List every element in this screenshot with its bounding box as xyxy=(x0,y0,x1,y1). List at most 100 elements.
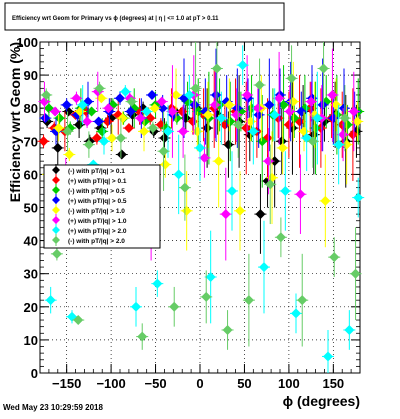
data-point xyxy=(117,113,128,124)
data-point xyxy=(181,205,192,216)
data-point xyxy=(51,248,62,259)
data-point xyxy=(38,136,49,147)
legend-label: (-) with pT/|q| > 0.5 xyxy=(68,188,125,195)
data-point xyxy=(320,195,331,206)
data-point xyxy=(255,209,266,220)
data-point xyxy=(259,262,269,273)
data-point xyxy=(297,295,308,306)
y-tick-label: 30 xyxy=(24,267,38,282)
data-point xyxy=(223,139,234,150)
data-point xyxy=(40,113,51,124)
data-point xyxy=(152,278,163,289)
legend-label: (-) with pT/|q| > 1.0 xyxy=(68,208,125,215)
data-point xyxy=(231,109,242,120)
legend-label: (-) with pT/|q| > 0.1 xyxy=(68,168,125,175)
data-point xyxy=(201,291,212,302)
data-point xyxy=(350,268,361,279)
data-point xyxy=(235,205,245,216)
data-point xyxy=(352,116,363,127)
data-point xyxy=(338,129,349,140)
data-point xyxy=(123,123,134,134)
data-point xyxy=(179,182,190,193)
data-point xyxy=(160,159,171,170)
data-point xyxy=(252,103,263,114)
y-tick-label: 10 xyxy=(24,333,38,348)
data-point xyxy=(333,139,344,150)
data-point xyxy=(339,113,350,124)
data-point xyxy=(158,146,169,157)
data-points xyxy=(37,42,365,373)
data-point xyxy=(94,83,105,94)
data-point xyxy=(82,116,93,127)
data-point xyxy=(291,308,301,319)
data-point xyxy=(99,136,109,147)
data-point xyxy=(318,63,329,74)
data-point xyxy=(295,189,306,200)
y-tick-label: 60 xyxy=(24,167,38,182)
legend-box xyxy=(43,164,161,249)
y-tick-label: 100 xyxy=(16,35,38,50)
data-point xyxy=(264,99,275,110)
data-point xyxy=(307,136,318,147)
data-point xyxy=(274,93,285,104)
data-point xyxy=(222,324,233,335)
y-tick-label: 90 xyxy=(24,68,38,83)
axis-ticks xyxy=(39,41,361,374)
data-point xyxy=(141,106,152,117)
data-point xyxy=(288,96,299,107)
data-point xyxy=(177,106,188,117)
data-point xyxy=(312,113,323,124)
data-point xyxy=(280,185,291,196)
data-point xyxy=(107,132,117,143)
data-point xyxy=(73,315,84,326)
data-point xyxy=(61,99,72,110)
y-tick-label: 50 xyxy=(24,201,38,216)
data-point xyxy=(275,232,286,243)
data-point xyxy=(171,89,181,100)
data-point xyxy=(64,149,75,160)
x-tick-labels: −150 −100 −50 0 50 100 150 xyxy=(52,376,344,391)
data-point xyxy=(269,109,280,120)
chart-title: Efficiency wrt Geom for Primary vs ϕ (de… xyxy=(12,16,219,22)
data-point xyxy=(52,142,63,153)
data-point xyxy=(147,123,158,134)
data-point xyxy=(86,106,97,117)
data-point xyxy=(96,93,107,104)
data-point xyxy=(242,89,253,100)
y-tick-label: 0 xyxy=(31,366,38,381)
data-point xyxy=(233,119,244,130)
data-point xyxy=(220,209,231,220)
y-tick-label: 40 xyxy=(24,234,38,249)
data-point xyxy=(202,123,213,134)
legend-label: (+) with pT/|q| > 1.0 xyxy=(68,218,127,225)
data-point xyxy=(131,301,141,312)
x-axis-label: ϕ (degrees) xyxy=(283,393,360,409)
legend-label: (+) with pT/|q| > 2.0 xyxy=(68,228,127,235)
data-point xyxy=(241,123,252,134)
data-point xyxy=(257,136,268,147)
data-point xyxy=(83,139,94,150)
data-point xyxy=(224,99,235,110)
x-tick-label: 100 xyxy=(278,376,300,391)
y-tick-label: 70 xyxy=(24,134,38,149)
data-point xyxy=(74,119,85,130)
data-point xyxy=(41,89,52,100)
data-point xyxy=(190,83,201,94)
data-point xyxy=(50,106,61,117)
data-point xyxy=(91,132,102,143)
data-point xyxy=(317,99,328,110)
data-point xyxy=(178,126,189,137)
data-point xyxy=(232,103,243,114)
data-point xyxy=(120,86,131,97)
data-point xyxy=(45,295,56,306)
data-point xyxy=(62,126,73,137)
data-point xyxy=(173,169,184,180)
data-point xyxy=(199,152,210,163)
timestamp: Wed May 23 10:29:59 2018 xyxy=(3,403,103,412)
data-point xyxy=(263,156,274,167)
data-point xyxy=(195,142,205,153)
y-tick-labels: 0 10 20 30 40 50 60 70 80 90 100 xyxy=(16,35,38,381)
data-point xyxy=(265,179,276,190)
data-point xyxy=(277,142,288,153)
